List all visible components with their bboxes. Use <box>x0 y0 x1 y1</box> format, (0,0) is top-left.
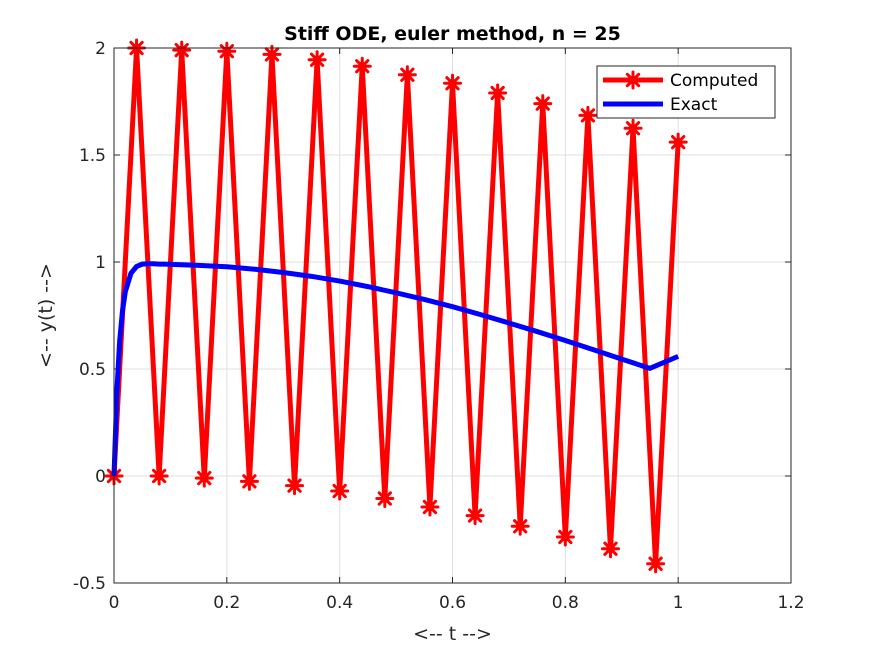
data-point-computed <box>307 50 327 70</box>
series-line-computed <box>111 47 681 564</box>
x-tick-label: 0.4 <box>326 593 353 613</box>
data-point-computed <box>443 73 462 93</box>
x-tick-label: 1 <box>673 593 684 613</box>
x-tick-label: 0.6 <box>439 593 466 613</box>
data-point-computed <box>578 105 598 125</box>
y-tick-label: 0.5 <box>79 360 106 380</box>
data-point-computed <box>623 118 643 138</box>
data-point-computed <box>330 481 350 501</box>
y-tick-label: 0 <box>95 467 106 487</box>
y-tick-label: -0.5 <box>73 574 106 594</box>
axis-outline <box>113 47 792 584</box>
legend: Computed Exact <box>596 65 776 119</box>
x-tick-label: 0.2 <box>213 593 240 613</box>
legend-label-computed: Computed <box>670 71 758 91</box>
x-tick-label: 1.2 <box>777 593 804 613</box>
data-point-computed <box>262 44 282 64</box>
x-tick-label: 0 <box>109 593 120 613</box>
x-tick-label: 0.8 <box>552 593 579 613</box>
axes-border <box>113 47 792 584</box>
data-point-computed <box>172 40 192 60</box>
data-point-computed <box>510 516 530 536</box>
data-point-computed <box>375 488 395 508</box>
data-point-computed <box>239 471 259 491</box>
data-point-computed <box>149 466 169 486</box>
y-tick-label: 2 <box>95 39 106 59</box>
legend-label-exact: Exact <box>670 95 718 115</box>
data-point-computed <box>533 94 553 114</box>
data-point-computed <box>420 497 440 517</box>
data-point-computed <box>555 527 575 547</box>
y-tick-label: 1.5 <box>79 146 106 166</box>
data-point-computed <box>488 83 508 103</box>
data-point-computed <box>600 539 620 559</box>
chart-title: Stiff ODE, euler method, n = 25 <box>284 23 621 45</box>
data-point-computed <box>465 506 485 526</box>
series-line-exact <box>111 261 680 477</box>
y-axis-label: <-- y(t) --> <box>35 263 57 368</box>
data-point-computed <box>194 468 214 488</box>
data-point-computed <box>352 56 372 76</box>
series-lines <box>104 38 688 574</box>
data-point-computed <box>285 476 305 496</box>
legend-marker-computed <box>623 70 643 90</box>
x-axis-label: <-- t --> <box>413 623 492 645</box>
data-point-computed <box>217 41 237 61</box>
data-point-computed <box>397 65 417 85</box>
legend-marker-symbol <box>623 70 643 90</box>
axis-ticks: 0 0.2 0.4 0.6 0.8 1 1.2-0.500.511.52 <box>73 39 805 613</box>
data-point-computed <box>646 554 666 574</box>
y-tick-label: 1 <box>95 253 106 273</box>
data-point-computed <box>668 132 688 152</box>
